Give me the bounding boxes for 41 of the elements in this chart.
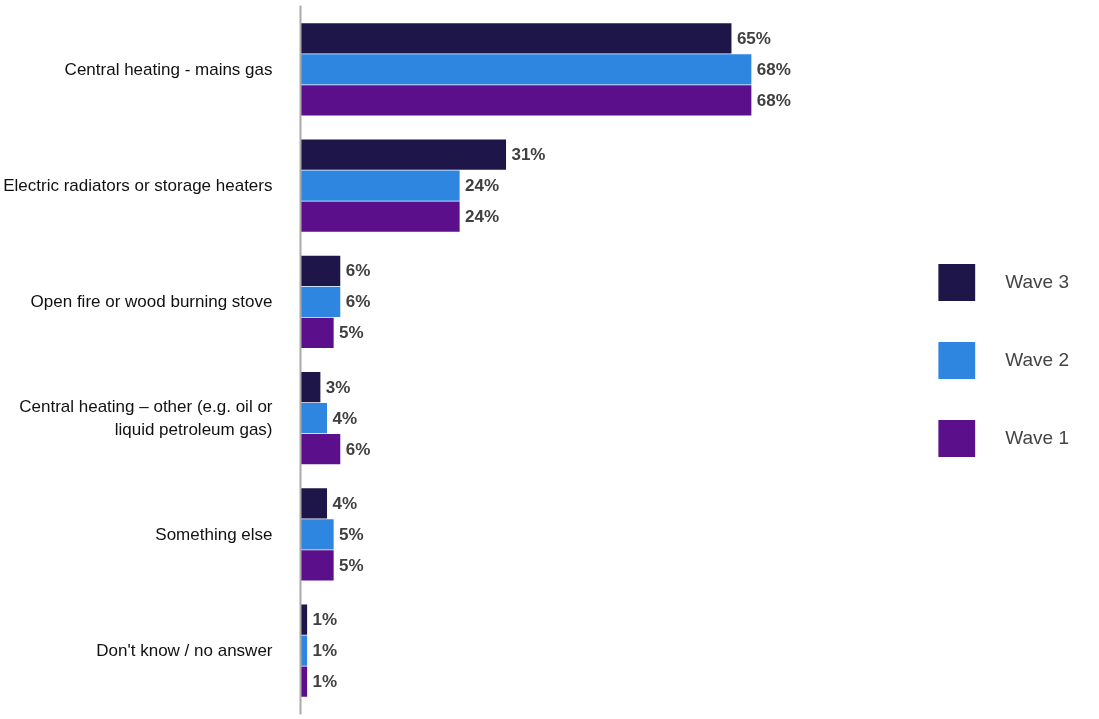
bar: [300, 286, 341, 318]
data-label: 6%: [345, 439, 371, 459]
bar: [300, 23, 732, 54]
bar: [300, 402, 328, 434]
bar: [300, 170, 460, 201]
bar: [300, 54, 752, 85]
data-label: 68%: [756, 59, 791, 79]
data-label: 31%: [511, 145, 546, 165]
bar: [300, 433, 341, 465]
legend-label: Wave 1: [1005, 426, 1069, 449]
bar: [300, 317, 334, 349]
legend-label: Wave 2: [1005, 348, 1069, 371]
data-label: 5%: [339, 323, 364, 343]
y-tick-label: Central heating - mains gas: [64, 59, 273, 79]
data-label: 4%: [332, 408, 358, 428]
y-tick-label: Don't know / no answer: [96, 641, 273, 661]
y-tick-label: Electric radiators or storage heaters: [3, 176, 273, 196]
y-tick-label: Open fire or wood burning stove: [30, 292, 273, 312]
data-label: 3%: [325, 377, 351, 397]
bar: [300, 139, 507, 170]
bar: [300, 201, 460, 232]
data-label: 1%: [312, 672, 338, 692]
bar: [300, 519, 334, 550]
bar: [300, 550, 334, 581]
y-tick-label: Central heating – other (e.g. oil or liquid petroleum gas): [19, 397, 273, 440]
data-label: 24%: [465, 176, 500, 196]
data-label: 5%: [339, 524, 364, 544]
data-label: 68%: [756, 90, 791, 110]
bar: [300, 255, 341, 287]
data-label: 6%: [345, 292, 371, 312]
data-label: 6%: [345, 261, 371, 281]
bar: [300, 488, 328, 519]
legend-label: Wave 3: [1005, 270, 1069, 293]
data-label: 24%: [465, 207, 500, 227]
data-label: 5%: [339, 555, 364, 575]
y-tick-label: Something else: [155, 524, 273, 544]
data-label: 1%: [312, 641, 338, 661]
data-label: 65%: [736, 28, 771, 48]
bar: [300, 85, 752, 116]
data-label: 4%: [332, 493, 358, 513]
data-label: 1%: [312, 610, 338, 630]
